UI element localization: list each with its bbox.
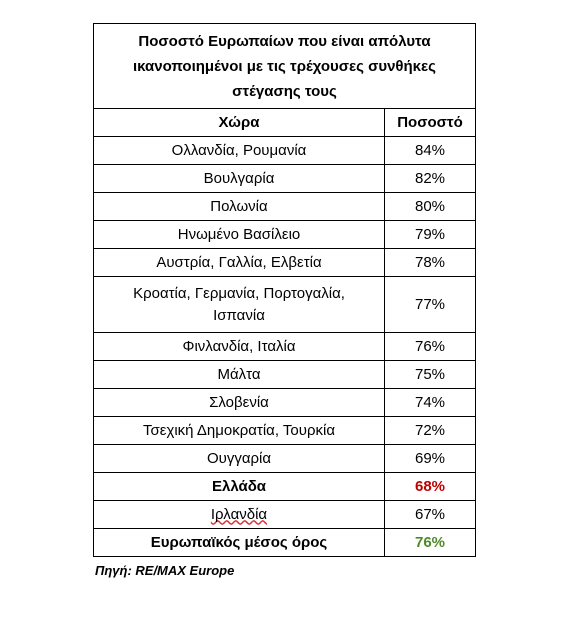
percent-cell: 84% — [384, 136, 476, 165]
table-row: Ιρλανδία 67% — [93, 500, 476, 529]
header-row: Χώρα Ποσοστό — [93, 108, 476, 137]
country-cell: Ουγγαρία — [93, 444, 385, 473]
table-row: Ελλάδα 68% — [93, 472, 476, 501]
percent-cell: 67% — [384, 500, 476, 529]
percent-cell: 68% — [384, 472, 476, 501]
table-body: Ολλανδία, Ρουμανία 84% Βουλγαρία 82% Πολωνία… — [93, 136, 476, 557]
table-row: Πολωνία 80% — [93, 192, 476, 221]
percent-cell: 74% — [384, 388, 476, 417]
percent-cell: 76% — [384, 528, 476, 557]
country-cell: Ολλανδία, Ρουμανία — [93, 136, 385, 165]
country-cell: Ευρωπαϊκός μέσος όρος — [93, 528, 385, 557]
country-cell: Ελλάδα — [93, 472, 385, 501]
table-row: Φινλανδία, Ιταλία 76% — [93, 332, 476, 361]
country-cell: Βουλγαρία — [93, 164, 385, 193]
table: Ποσοστό Ευρωπαίων που είναι απόλυτα ικαν… — [93, 23, 476, 557]
table-row: Ευρωπαϊκός μέσος όρος 76% — [93, 528, 476, 557]
percent-cell: 78% — [384, 248, 476, 277]
country-cell: Αυστρία, Γαλλία, Ελβετία — [93, 248, 385, 277]
percent-cell: 75% — [384, 360, 476, 389]
table-row: Ολλανδία, Ρουμανία 84% — [93, 136, 476, 165]
table-row: Αυστρία, Γαλλία, Ελβετία 78% — [93, 248, 476, 277]
table-row: Μάλτα 75% — [93, 360, 476, 389]
country-cell: Μάλτα — [93, 360, 385, 389]
table-title: Ποσοστό Ευρωπαίων που είναι απόλυτα ικαν… — [93, 23, 476, 109]
percent-cell: 80% — [384, 192, 476, 221]
source-note: Πηγή: RE/MAX Europe — [95, 563, 235, 578]
table-row: Βουλγαρία 82% — [93, 164, 476, 193]
percent-cell: 72% — [384, 416, 476, 445]
percent-cell: 69% — [384, 444, 476, 473]
table-row: Ουγγαρία 69% — [93, 444, 476, 473]
percent-cell: 82% — [384, 164, 476, 193]
country-cell: Σλοβενία — [93, 388, 385, 417]
country-cell: Φινλανδία, Ιταλία — [93, 332, 385, 361]
document: Ποσοστό Ευρωπαίων που είναι απόλυτα ικαν… — [93, 23, 476, 557]
header-cell: Χώρα — [93, 108, 385, 137]
percent-cell: 77% — [384, 276, 476, 333]
table-row: Κροατία, Γερμανία, Πορτογαλία, Ισπανία 77… — [93, 276, 476, 333]
header-cell: Ποσοστό — [384, 108, 476, 137]
title-row: Ποσοστό Ευρωπαίων που είναι απόλυτα ικαν… — [93, 23, 476, 109]
country-cell: Ιρλανδία — [93, 500, 385, 529]
percent-cell: 76% — [384, 332, 476, 361]
table-row: Τσεχική Δημοκρατία, Τουρκία 72% — [93, 416, 476, 445]
country-cell: Πολωνία — [93, 192, 385, 221]
country-cell: Κροατία, Γερμανία, Πορτογαλία, Ισπανία — [93, 276, 385, 333]
country-cell: Ηνωμένο Βασίλειο — [93, 220, 385, 249]
country-cell: Τσεχική Δημοκρατία, Τουρκία — [93, 416, 385, 445]
table-row: Σλοβενία 74% — [93, 388, 476, 417]
table-row: Ηνωμένο Βασίλειο 79% — [93, 220, 476, 249]
percent-cell: 79% — [384, 220, 476, 249]
